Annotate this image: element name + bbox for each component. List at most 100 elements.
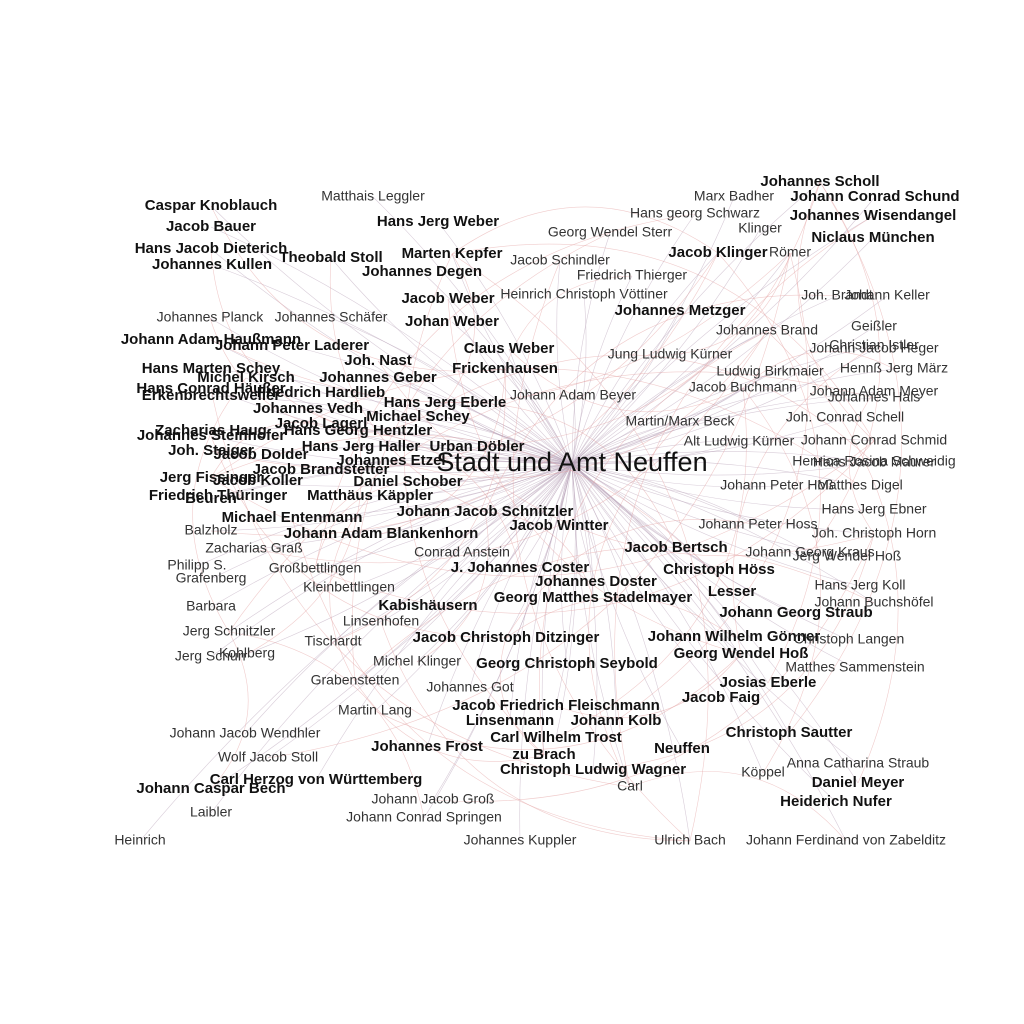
node-label: Johann Conrad Schmid	[801, 432, 947, 448]
graph-edge	[571, 252, 719, 465]
graph-edge	[291, 345, 573, 465]
graph-edge	[210, 252, 719, 469]
graph-edge	[571, 232, 611, 465]
graph-edge	[451, 243, 875, 442]
node-label: Johann Jacob Schnitzler	[397, 503, 574, 520]
graph-edge	[484, 511, 594, 599]
graph-edge	[571, 463, 617, 722]
graph-edge	[267, 252, 791, 759]
node-label: Linsenhofen	[343, 613, 419, 629]
node-label: Joh. Staiger	[168, 442, 254, 459]
node-label: Jacob Dolder	[213, 446, 308, 463]
graph-edge	[541, 463, 573, 756]
graph-edge	[228, 463, 573, 633]
graph-edge	[210, 428, 573, 465]
graph-edge	[571, 463, 847, 842]
graph-edge	[669, 252, 791, 356]
node-label: Jacob Schindler	[510, 252, 610, 268]
graph-edge	[571, 345, 875, 465]
graph-edge	[571, 463, 594, 599]
graph-edge	[139, 463, 573, 842]
graph-edge	[717, 252, 821, 684]
graph-edge	[314, 213, 696, 570]
graph-edge	[555, 463, 576, 707]
graph-edge	[246, 430, 362, 655]
graph-edge	[797, 181, 875, 442]
graph-edge	[447, 298, 573, 465]
node-label: zu Brach	[512, 746, 575, 763]
graph-edge	[571, 463, 875, 604]
node-label: Johannes Vedh	[253, 400, 363, 417]
node-label: Joh. Conrad Schell	[786, 409, 904, 425]
graph-edge	[380, 368, 506, 535]
graph-edge	[571, 368, 895, 465]
node-label: Lesser	[708, 583, 757, 600]
graph-edge	[451, 206, 719, 255]
node-label: Johann Conrad Springen	[346, 809, 502, 825]
node-label: Hans Georg Hentzler	[284, 422, 433, 439]
node-label: Johannes Schäfer	[275, 309, 388, 325]
node-label: Jacob Buchmann	[689, 379, 797, 395]
node-label: Ludwig Birkmaier	[716, 363, 824, 379]
node-label: Johann Jacob Heger	[809, 340, 939, 356]
node-label: Matthes Sammenstein	[785, 659, 924, 675]
node-label: Johannes Doster	[535, 573, 657, 590]
graph-edge	[210, 252, 791, 403]
node-label: Hans Jerg Ebner	[821, 501, 926, 517]
graph-edge	[571, 463, 856, 669]
graph-edge	[571, 463, 598, 771]
node-label: Jacob Lagerl	[275, 415, 368, 432]
node-label: Christoph Langen	[794, 631, 905, 647]
graph-edge	[329, 495, 371, 682]
graph-edge	[315, 463, 573, 781]
node-label: Hans Jerg Eberle	[384, 394, 507, 411]
node-label: Jacob Bauer	[166, 218, 256, 235]
node-label: Johann Conrad Schund	[790, 188, 959, 205]
graph-edge	[210, 631, 249, 790]
graph-edge	[571, 441, 740, 465]
graph-edge	[421, 271, 573, 465]
graph-edge	[196, 463, 573, 567]
node-label: Jerg Wendel Hoß	[793, 548, 902, 564]
node-label: Johann Adam Beyer	[510, 387, 636, 403]
graph-edge	[354, 680, 545, 762]
graph-edge	[571, 463, 683, 750]
node-label: Christoph Ludwig Wagner	[500, 761, 686, 778]
node-label: Jacob Christoph Ditzinger	[413, 629, 600, 646]
graph-edge	[210, 435, 507, 639]
node-label: Balzholz	[185, 522, 238, 538]
node-label: Grabenstetten	[311, 672, 400, 688]
graph-edge	[228, 371, 875, 633]
graph-edge	[444, 253, 475, 404]
graph-edge	[571, 326, 875, 465]
graph-edge	[211, 264, 573, 465]
node-label: Anna Catharina Straub	[787, 755, 930, 771]
graph-edge	[210, 435, 573, 469]
graph-edge	[555, 653, 742, 718]
node-label: Joh. Nast	[344, 352, 412, 369]
node-label: Henrica Rosina Schweidig	[792, 453, 955, 469]
graph-edge	[571, 463, 859, 784]
graph-edge	[571, 463, 811, 554]
node-label: Hans Marten Schey	[142, 360, 281, 377]
node-label: Johannes Scholl	[760, 173, 879, 190]
graph-edge	[629, 771, 847, 842]
node-label: Johann Adam Haußmann	[121, 331, 301, 348]
graph-edge	[519, 463, 573, 569]
node-label: Laibler	[190, 804, 232, 820]
graph-edge	[291, 517, 691, 842]
node-label: Jung Ludwig Kürner	[608, 346, 733, 362]
graph-edge	[848, 391, 875, 535]
node-label: Johannes Degen	[362, 263, 482, 280]
graph-edge	[380, 621, 691, 842]
graph-edge	[423, 463, 573, 819]
node-label: Johan Weber	[405, 313, 499, 330]
graph-edge	[571, 294, 587, 465]
node-label: Johann Georg Straub	[719, 604, 872, 621]
node-label: Hennß Jerg März	[840, 360, 948, 376]
graph-edge	[210, 422, 322, 479]
graph-edge	[615, 252, 809, 722]
graph-edge	[571, 275, 633, 465]
graph-edge	[766, 330, 899, 784]
